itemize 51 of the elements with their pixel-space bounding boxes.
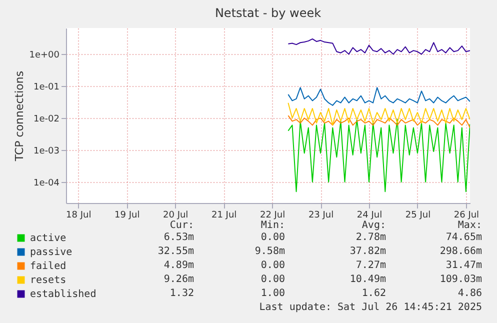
text: 109.03m <box>440 274 482 286</box>
x-tick-label: 22 Jul <box>260 210 286 220</box>
text: 7.27m <box>356 260 386 272</box>
text: 74.65m <box>446 232 482 244</box>
legend-label: passive <box>30 247 72 258</box>
text: Max: <box>458 220 482 232</box>
y-tick-label: 1e-04 <box>34 178 60 188</box>
y-tick-label: 1e-03 <box>34 146 60 157</box>
line-series <box>288 102 470 126</box>
text: 9.58m <box>254 246 285 258</box>
line-series <box>288 115 470 128</box>
text: 9.26m <box>164 274 194 286</box>
line-series <box>288 119 470 192</box>
legend-label: failed <box>30 261 66 272</box>
text: 0.00 <box>260 232 285 244</box>
text: 1.00 <box>260 288 285 300</box>
text: 0.00 <box>260 274 285 286</box>
text: Min: <box>260 220 285 232</box>
text: 1.62 <box>362 288 386 300</box>
x-tick-label: 26 Jul <box>454 210 480 220</box>
text: 0.00 <box>260 260 285 272</box>
text: 298.66m <box>440 246 482 258</box>
y-axis-title: TCP connections <box>13 70 26 162</box>
text: 1.32 <box>170 288 194 300</box>
legend-label: active <box>30 233 66 244</box>
y-tick-label: 1e+00 <box>29 50 60 61</box>
text: 4.86 <box>458 288 482 300</box>
x-tick-label: 21 Jul <box>211 210 237 220</box>
y-tick-label: 1e-01 <box>34 82 60 93</box>
text: 6.53m <box>164 232 194 244</box>
text: 2.78m <box>356 232 386 244</box>
legend-label: resets <box>30 275 66 286</box>
y-tick-label: 1e-02 <box>34 114 60 125</box>
x-tick-label: 20 Jul <box>162 210 188 220</box>
text: 10.49m <box>350 274 386 286</box>
line-series <box>288 38 470 55</box>
text: Cur: <box>170 220 194 232</box>
line-series <box>288 87 470 106</box>
text: Avg: <box>362 220 386 232</box>
x-tick-label: 24 Jul <box>356 210 382 220</box>
chart-title: Netstat - by week <box>214 6 322 20</box>
text: 31.47m <box>446 260 482 272</box>
legend-label: established <box>30 289 96 300</box>
text: 32.55m <box>158 246 194 258</box>
x-tick-label: 19 Jul <box>114 210 140 220</box>
text: Last update: Sat Jul 26 14:45:21 2025 <box>259 302 482 314</box>
text: 37.82m <box>350 246 386 258</box>
x-tick-label: 25 Jul <box>405 210 431 220</box>
x-tick-label: 23 Jul <box>308 210 334 220</box>
x-tick-label: 18 Jul <box>66 210 92 220</box>
text: 4.89m <box>164 260 194 272</box>
